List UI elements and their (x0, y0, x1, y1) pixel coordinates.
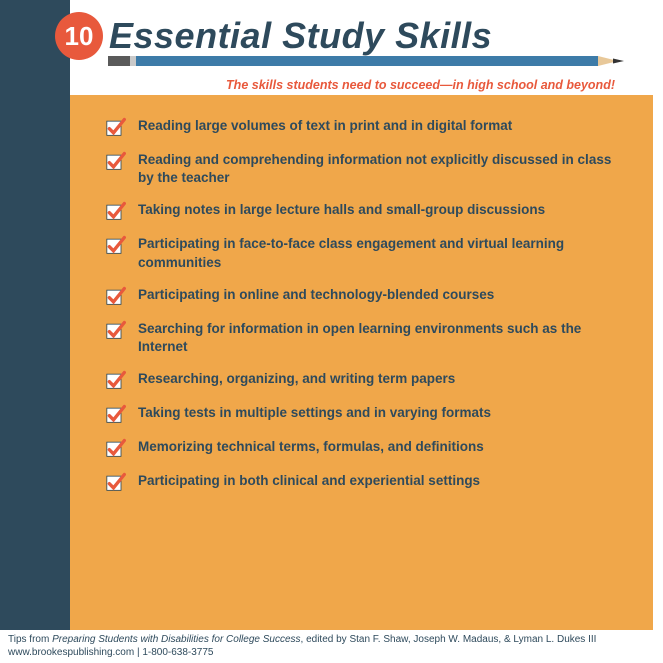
subtitle: The skills students need to succeed—in h… (75, 78, 643, 92)
checkmark-icon (106, 117, 126, 137)
checkmark-icon (106, 235, 126, 255)
sidebar-band (0, 0, 70, 630)
item-text: Researching, organizing, and writing ter… (138, 370, 455, 388)
item-text: Participating in face-to-face class enga… (138, 235, 623, 271)
checkmark-icon (106, 472, 126, 492)
checkmark-icon (106, 201, 126, 221)
list-item: Reading and comprehending information no… (106, 151, 623, 187)
item-text: Participating in both clinical and exper… (138, 472, 480, 490)
checkmark-icon (106, 151, 126, 171)
header: 10 Essential Study Skills The skills stu… (70, 0, 663, 95)
footer-credits: Tips from Preparing Students with Disabi… (8, 633, 655, 659)
checkmark-icon (106, 286, 126, 306)
list-item: Taking tests in multiple settings and in… (106, 404, 623, 424)
list-item: Reading large volumes of text in print a… (106, 117, 623, 137)
item-text: Reading large volumes of text in print a… (138, 117, 512, 135)
checkmark-icon (106, 404, 126, 424)
item-text: Taking notes in large lecture halls and … (138, 201, 545, 219)
list-item: Participating in online and technology-b… (106, 286, 623, 306)
list-item: Participating in both clinical and exper… (106, 472, 623, 492)
item-text: Memorizing technical terms, formulas, an… (138, 438, 484, 456)
list-item: Taking notes in large lecture halls and … (106, 201, 623, 221)
title-row: 10 Essential Study Skills (75, 12, 643, 60)
footer-prefix: Tips from (8, 634, 52, 645)
pencil-icon (108, 56, 628, 66)
list-item: Researching, organizing, and writing ter… (106, 370, 623, 390)
badge-number: 10 (65, 21, 94, 52)
footer-suffix: , edited by Stan F. Shaw, Joseph W. Mada… (301, 634, 597, 645)
list-item: Memorizing technical terms, formulas, an… (106, 438, 623, 458)
item-text: Searching for information in open learni… (138, 320, 623, 356)
page-title: Essential Study Skills (109, 15, 492, 57)
footer-contact: www.brookespublishing.com | 1-800-638-37… (8, 647, 214, 658)
skills-list: Reading large volumes of text in print a… (70, 95, 653, 630)
item-text: Reading and comprehending information no… (138, 151, 623, 187)
checkmark-icon (106, 438, 126, 458)
footer-book-title: Preparing Students with Disabilities for… (52, 634, 300, 645)
item-text: Participating in online and technology-b… (138, 286, 494, 304)
checkmark-icon (106, 370, 126, 390)
list-item: Searching for information in open learni… (106, 320, 623, 356)
checkmark-icon (106, 320, 126, 340)
item-text: Taking tests in multiple settings and in… (138, 404, 491, 422)
list-item: Participating in face-to-face class enga… (106, 235, 623, 271)
count-badge: 10 (55, 12, 103, 60)
